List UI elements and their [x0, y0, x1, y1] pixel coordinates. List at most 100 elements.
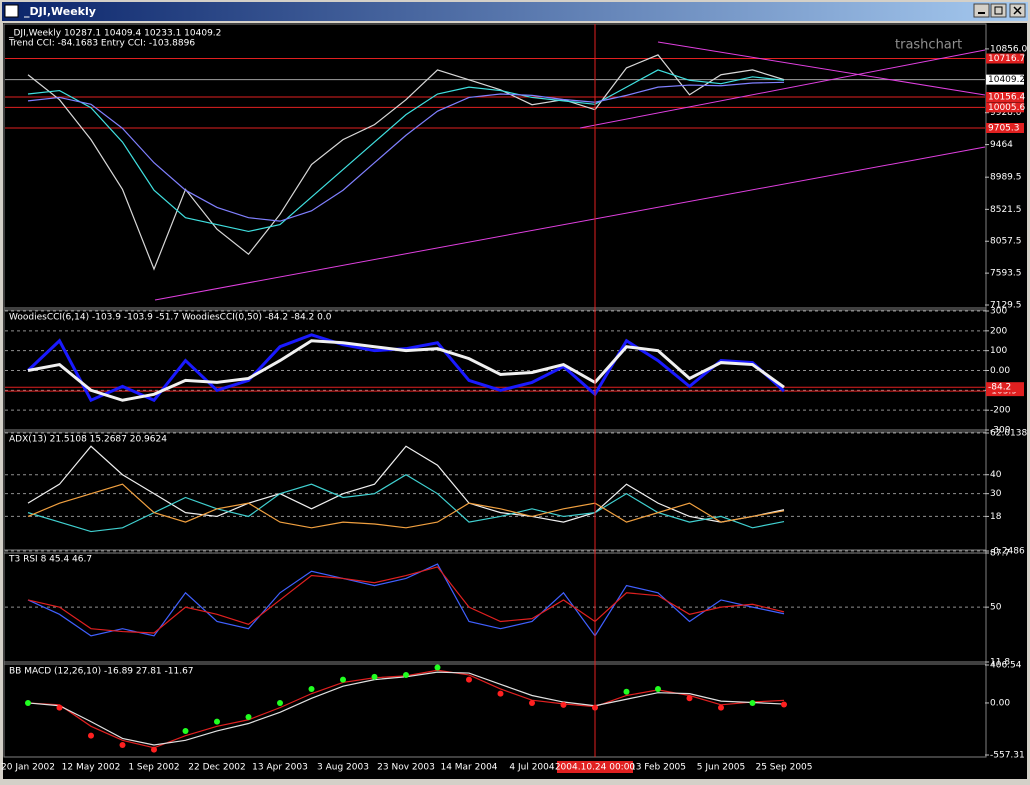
macd-dot	[25, 699, 31, 706]
macd-dot	[497, 690, 504, 697]
series-line	[27, 339, 785, 402]
y-tick-label: -300	[990, 426, 1011, 436]
y-tick-label: -557.31	[990, 751, 1025, 761]
level-label: 10716.7	[988, 54, 1025, 64]
window-title: _DJI,Weekly	[24, 5, 96, 18]
panel-border	[3, 429, 987, 554]
macd-dot	[277, 699, 283, 706]
level-label: 10005.6	[988, 103, 1025, 113]
y-tick-label: 9928.0	[990, 108, 1022, 118]
x-tick-label: 20 Jan 2002	[1, 763, 55, 773]
macd-dot	[88, 732, 94, 739]
crosshair-label-box	[557, 761, 633, 773]
y-tick-label: 7129.5	[990, 301, 1022, 311]
panel-title: ADX(13) 21.5108 15.2687 20.9624	[9, 435, 167, 445]
y-tick-label: 0.00	[990, 698, 1010, 708]
panel-title: BB MACD (12,26,10) -16.89 27.81 -11.67	[9, 667, 194, 677]
y-tick-label: 11.8	[990, 658, 1010, 668]
y-tick-label: -0.2486	[990, 547, 1025, 557]
x-tick-label: 4 Jul 2004	[509, 763, 554, 773]
macd-dot	[403, 671, 409, 678]
last-price-box	[986, 74, 1024, 85]
series-line	[26, 333, 786, 403]
panel-border	[3, 23, 987, 311]
y-tick-label: 8989.5	[990, 173, 1022, 183]
macd-dot	[245, 713, 252, 720]
y-tick-label: -200	[990, 406, 1011, 416]
x-tick-label: 14 Mar 2004	[440, 763, 497, 773]
window-icon	[4, 4, 19, 18]
y-tick-label: 200	[990, 326, 1007, 336]
x-tick-label: 25 Sep 2005	[755, 763, 812, 773]
y-tick-label: 100	[990, 346, 1007, 356]
panel-title: T3 RSI 8 45.4 46.7	[8, 555, 92, 565]
trend-line	[657, 41, 986, 96]
x-tick-label: 23 Nov 2003	[377, 763, 435, 773]
maximize-glyph	[994, 6, 1003, 15]
minimize-button[interactable]	[973, 3, 990, 18]
macd-dot	[655, 685, 661, 692]
macd-dot	[340, 676, 346, 683]
y-tick-label: 18	[990, 512, 1002, 522]
macd-dot	[718, 704, 724, 711]
panel-subtitle: Trend CCI: -84.1683 Entry CCI: -103.8896	[8, 39, 195, 49]
x-tick-label: 12 May 2002	[62, 763, 121, 773]
trend-line	[579, 49, 986, 129]
macd-dot	[434, 664, 441, 671]
y-tick-label: 8521.5	[990, 205, 1022, 215]
level-label-box	[986, 382, 1024, 393]
y-tick-label: 9464	[990, 140, 1013, 150]
x-tick-label: 22 Dec 2002	[188, 763, 246, 773]
macd-dot	[560, 701, 567, 708]
series-line	[27, 563, 785, 637]
level-label-box	[986, 53, 1024, 64]
level-label-box	[986, 102, 1024, 113]
macd-dot	[308, 685, 315, 692]
maximize-button[interactable]	[990, 3, 1007, 18]
series-line	[27, 566, 785, 634]
level-label: 10156.4	[988, 92, 1025, 102]
macd-dot	[529, 699, 535, 706]
trend-line	[154, 146, 986, 301]
window-buttons	[973, 3, 1026, 18]
y-tick-label: 406.54	[990, 661, 1022, 671]
y-tick-label: 7593.5	[990, 269, 1022, 279]
macd-dot	[623, 688, 630, 695]
level-label-box	[986, 91, 1024, 102]
y-tick-label: 0.00	[990, 366, 1010, 376]
panel-title: _DJI,Weekly 10287.1 10409.4 10233.1 1040…	[8, 29, 221, 39]
series-line	[27, 445, 785, 523]
macd-dot	[749, 699, 756, 706]
x-tick-label: 5 Jun 2005	[697, 763, 745, 773]
title-bar	[2, 2, 1028, 21]
series-line	[27, 483, 785, 529]
last-price-label: 10409.2	[988, 75, 1025, 85]
y-tick-label: 87.7	[990, 549, 1010, 559]
macd-dot	[686, 695, 693, 702]
panel-border	[3, 661, 987, 758]
macd-dot	[182, 727, 189, 734]
crosshair-label: 2004.10.24 00:00	[555, 763, 636, 773]
macd-dot	[151, 746, 157, 753]
level-label: 9705.3	[988, 123, 1020, 133]
macd-dot	[781, 701, 787, 708]
level-label-box	[986, 122, 1024, 133]
close-glyph	[1013, 6, 1022, 15]
y-tick-label: 50	[990, 603, 1002, 613]
x-tick-label: 1 Sep 2002	[128, 763, 179, 773]
chart-area	[3, 23, 1027, 779]
x-tick-label: 13 Apr 2003	[252, 763, 308, 773]
y-tick-label: 30	[990, 489, 1002, 499]
watermark: trashchart	[895, 38, 962, 53]
x-tick-label: 3 Aug 2003	[317, 763, 369, 773]
x-tick-label: 13 Feb 2005	[630, 763, 686, 773]
y-tick-label: 40	[990, 470, 1002, 480]
y-tick-label: 62.0138	[990, 429, 1027, 439]
macd-dot	[371, 673, 378, 680]
panel-title: WoodiesCCI(6,14) -103.9 -103.9 -51.7 Woo…	[9, 313, 332, 323]
y-tick-label: 10856.0	[990, 44, 1027, 54]
y-tick-label: 8057.5	[990, 237, 1022, 247]
level-label: -84.2	[988, 383, 1011, 393]
y-tick-label: 300	[990, 307, 1007, 317]
